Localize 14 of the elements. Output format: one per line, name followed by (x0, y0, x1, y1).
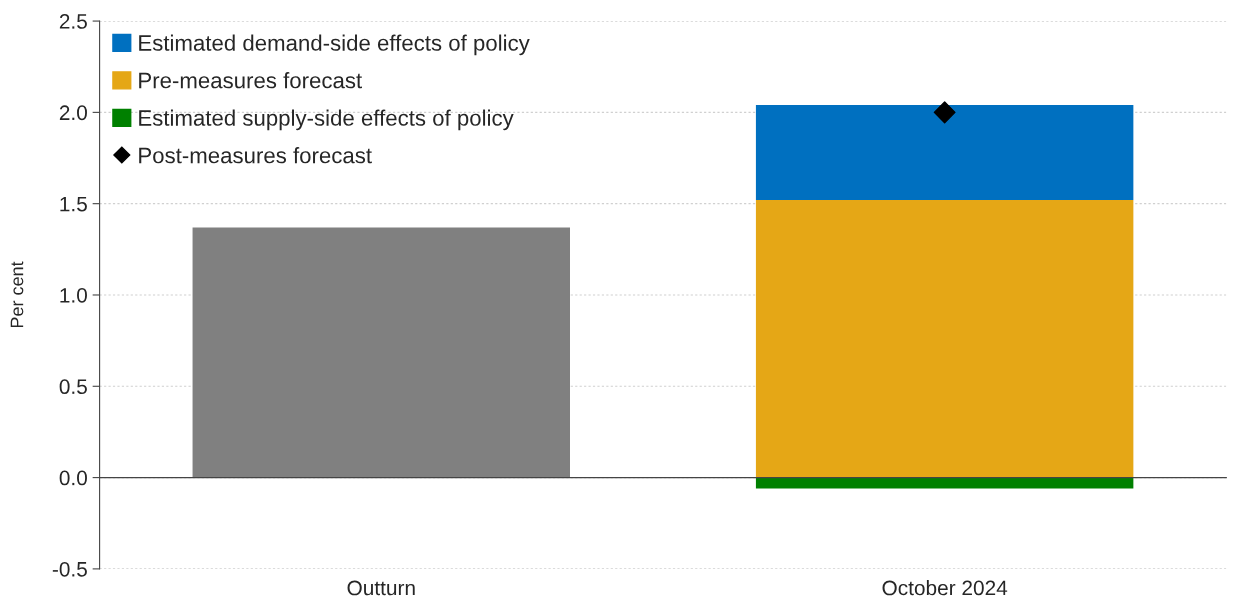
y-tick-label: 0.5 (59, 379, 87, 395)
legend-label: Estimated supply-side effects of policy (139, 109, 514, 131)
legend-label: Pre-measures forecast (139, 72, 362, 89)
legend-label: Estimated demand-side effects of policy (139, 34, 530, 56)
y-tick-label: 2.0 (59, 105, 87, 121)
y-tick-label: 0.0 (59, 470, 87, 486)
x-tick-label: October 2024 (882, 580, 1008, 596)
y-tick-label: -0.5 (52, 561, 87, 577)
y-axis-title: Per cent (10, 261, 24, 328)
y-tick-label: 1.0 (60, 287, 87, 303)
y-tick-label: 2.5 (59, 14, 87, 29)
legend-label: Post-measures forecast (139, 147, 372, 164)
y-tick-label: 1.5 (60, 196, 87, 212)
x-tick-label: Outturn (347, 580, 415, 596)
